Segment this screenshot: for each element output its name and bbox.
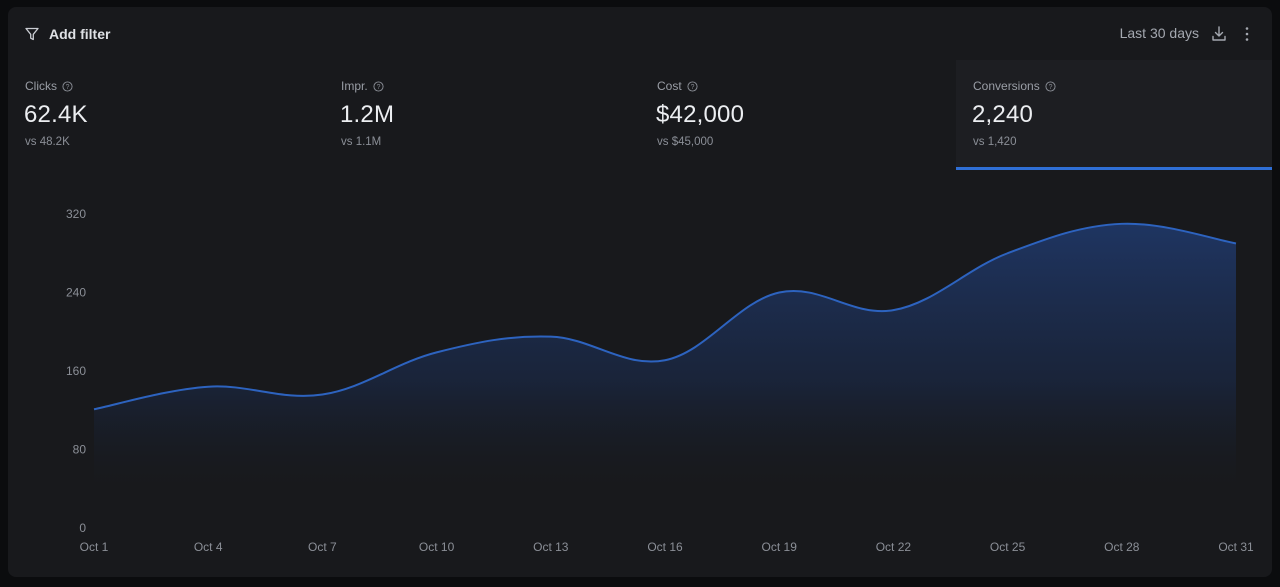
data-point [1120, 222, 1124, 226]
data-point [320, 393, 324, 397]
metric-value: 62.4K [24, 101, 88, 128]
x-tick-label: Oct 1 [80, 540, 109, 554]
y-tick-label: 80 [73, 443, 87, 457]
data-point [549, 335, 553, 339]
metric-label: Impr. ? [341, 79, 384, 93]
metric-label-text: Cost [657, 79, 682, 93]
y-tick-label: 0 [79, 521, 86, 535]
y-tick-label: 160 [66, 364, 86, 378]
x-tick-label: Oct 13 [533, 540, 569, 554]
svg-text:?: ? [1048, 83, 1052, 90]
y-axis: 0 80 160 240 320 [66, 207, 86, 535]
add-filter-label: Add filter [49, 26, 111, 42]
conversions-card: Add filter Last 30 days Clicks ? 62.4K v… [8, 7, 1272, 577]
x-tick-label: Oct 31 [1218, 540, 1254, 554]
x-tick-label: Oct 25 [990, 540, 1026, 554]
x-axis: Oct 1 Oct 4 Oct 7 Oct 10 Oct 13 Oct 16 Oct 19 O… [80, 540, 1254, 554]
data-point [435, 350, 439, 354]
svg-text:?: ? [376, 83, 380, 90]
metric-label: Cost ? [657, 79, 698, 93]
data-point [663, 358, 667, 362]
metric-compare: vs 1,420 [973, 136, 1017, 148]
metric-tab-clicks[interactable]: Clicks ? 62.4K vs 48.2K [8, 60, 324, 170]
metric-value: 1.2M [340, 101, 395, 128]
download-icon[interactable] [1211, 25, 1227, 43]
y-tick-label: 240 [66, 286, 86, 300]
help-icon[interactable]: ? [687, 80, 698, 92]
conversions-area-chart: 0 80 160 240 320 Oct 1 Oct 4 Oct 7 Oct 10 Oct 13… [66, 207, 1254, 554]
data-point [92, 407, 96, 411]
active-tab-indicator [956, 167, 1272, 170]
more-options-icon[interactable] [1241, 25, 1253, 43]
metric-tab-cost[interactable]: Cost ? $42,000 vs $45,000 [640, 60, 956, 170]
data-point [891, 308, 895, 312]
date-range-selector[interactable]: Last 30 days [1119, 25, 1199, 41]
data-point [1234, 241, 1238, 245]
svg-text:?: ? [690, 83, 694, 90]
x-tick-label: Oct 7 [308, 540, 337, 554]
metric-compare: vs $45,000 [657, 136, 714, 148]
metric-label: Clicks ? [25, 79, 73, 93]
metric-label-text: Clicks [25, 79, 57, 93]
add-filter-button[interactable]: Add filter [24, 23, 110, 45]
x-tick-label: Oct 10 [419, 540, 455, 554]
series-area [94, 223, 1236, 488]
help-icon[interactable]: ? [373, 80, 384, 92]
metric-tab-impressions[interactable]: Impr. ? 1.2M vs 1.1M [324, 60, 640, 170]
svg-text:?: ? [66, 83, 70, 90]
metric-value: 2,240 [972, 101, 1034, 128]
x-tick-label: Oct 4 [194, 540, 223, 554]
toolbar: Add filter Last 30 days [8, 7, 1272, 62]
x-tick-label: Oct 16 [647, 540, 683, 554]
data-point [777, 291, 781, 295]
metric-label-text: Impr. [341, 79, 368, 93]
series-line [93, 222, 1237, 411]
metric-label-text: Conversions [973, 79, 1040, 93]
metric-compare: vs 1.1M [341, 136, 382, 148]
x-tick-label: Oct 19 [762, 540, 798, 554]
x-tick-label: Oct 22 [876, 540, 912, 554]
metric-tab-conversions[interactable]: Conversions ? 2,240 vs 1,420 [956, 60, 1272, 170]
x-tick-label: Oct 28 [1104, 540, 1140, 554]
metric-compare: vs 48.2K [25, 136, 70, 148]
metric-label: Conversions ? [973, 79, 1056, 93]
help-icon[interactable]: ? [1045, 80, 1056, 92]
data-point [206, 385, 210, 389]
metric-value: $42,000 [656, 101, 745, 128]
y-tick-label: 320 [66, 207, 86, 221]
help-icon[interactable]: ? [62, 80, 73, 92]
data-point [1006, 251, 1010, 255]
filter-icon [25, 27, 39, 41]
